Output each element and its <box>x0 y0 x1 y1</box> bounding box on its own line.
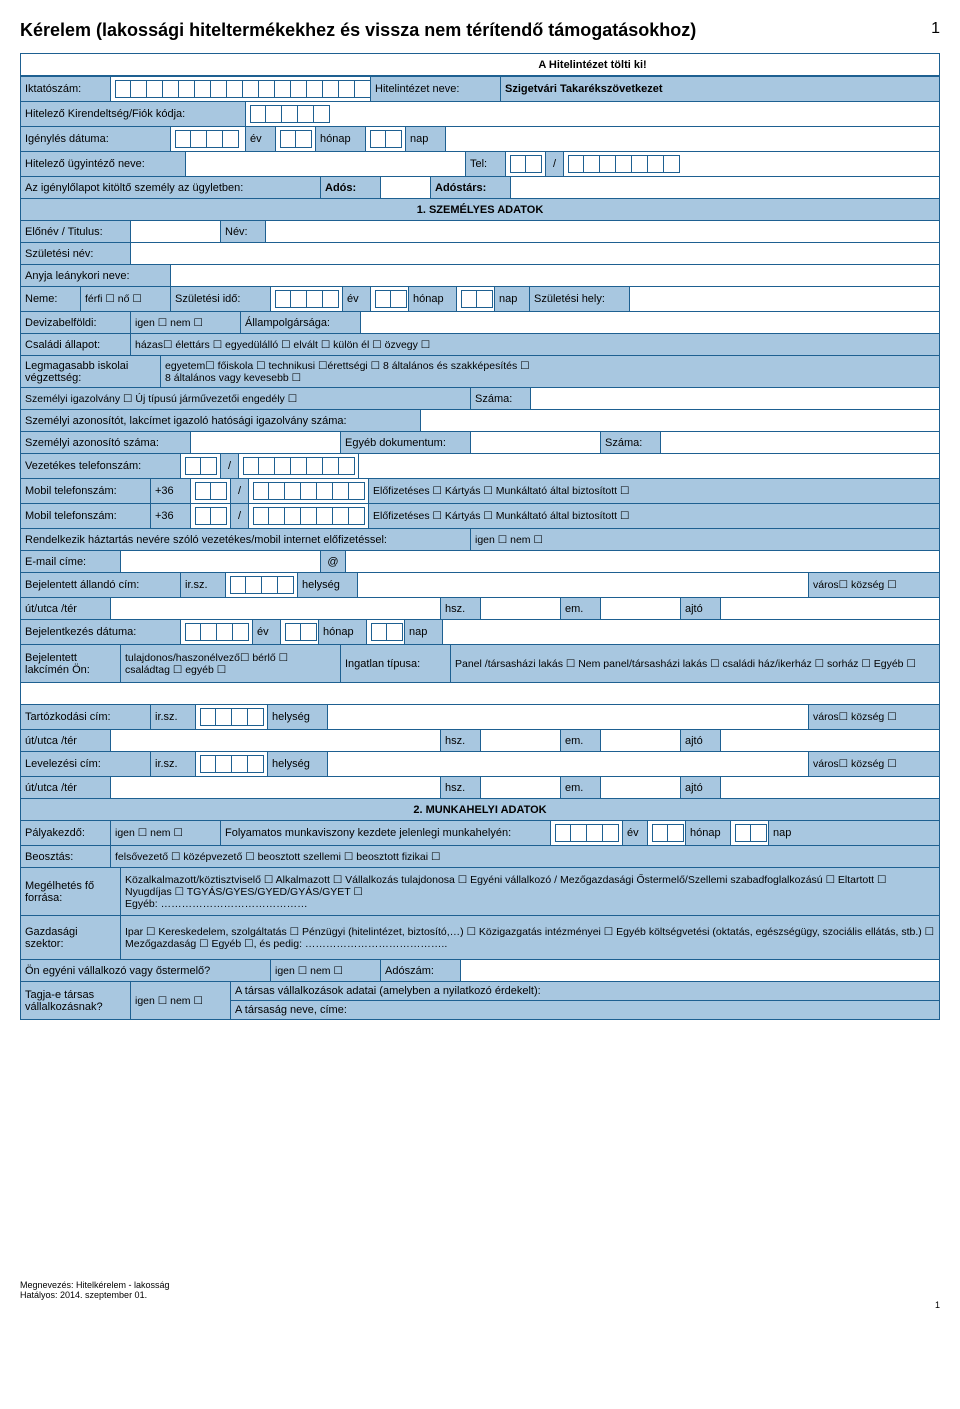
opt-gazdasagi[interactable]: Ipar ☐ Kereskedelem, szolgáltatás ☐ Pénz… <box>121 916 939 959</box>
input-elonev[interactable] <box>131 221 221 242</box>
lbl-tel: Tel: <box>466 152 506 176</box>
lbl-bejlakcim: Bejelentett lakcímén Ön: <box>21 645 121 682</box>
opt-mobil2[interactable]: Előfizetéses ☐ Kártyás ☐ Munkáltató álta… <box>369 504 939 528</box>
section-2-head: 2. MUNKAHELYI ADATOK <box>21 799 939 820</box>
lbl-azszam: Személyi azonosító száma: <box>21 432 191 453</box>
chk-adostars[interactable] <box>511 177 939 198</box>
lbl-adoszam: Adószám: <box>381 960 461 981</box>
val-hitelintezet: Szigetvári Takarékszövetkezet <box>501 77 939 101</box>
lbl-anyja: Anyja leánykori neve: <box>21 265 171 286</box>
lbl-email: E-mail címe: <box>21 551 121 572</box>
lbl-szama2: Száma: <box>601 432 661 453</box>
input-kirendeltseg[interactable] <box>246 102 939 126</box>
lbl-tarsas-adatok: A társas vállalkozások adatai (amelyben … <box>231 982 939 1001</box>
lbl-gazdasagi: Gazdasági szektor: <box>21 916 121 959</box>
lbl-szulnev: Születési név: <box>21 243 131 264</box>
page-no-top: 1 <box>931 20 940 41</box>
lbl-vezetekes: Vezetékes telefonszám: <box>21 454 181 478</box>
lbl-tartozkodasi: Tartózkodási cím: <box>21 705 151 729</box>
input-ugyintezo[interactable] <box>186 152 466 176</box>
footer-megnevezes: Megnevezés: Hitelkérelem - lakosság <box>20 1280 940 1290</box>
form-table: A Hitelintézet tölti ki! Iktatószám: Hit… <box>20 53 940 1020</box>
lbl-deviza: Devizabelföldi: <box>21 312 131 333</box>
lbl-iktatoszam: Iktatószám: <box>21 77 111 101</box>
input-szulnev[interactable] <box>131 243 939 264</box>
lbl-csalad: Családi állapot: <box>21 334 131 355</box>
lbl-egyeni: Ön egyéni vállalkozó vagy őstermelő? <box>21 960 271 981</box>
lbl-tagja: Tagja-e társas vállalkozásnak? <box>21 982 131 1019</box>
footer-pageno: 1 <box>935 1300 940 1310</box>
chk-ados[interactable] <box>381 177 431 198</box>
lbl-azonosito-ig: Személyi azonosítót, lakcímet igazoló ha… <box>21 410 421 431</box>
input-szama2[interactable] <box>661 432 939 453</box>
lbl-ugyintezo: Hitelező ügyintéző neve: <box>21 152 186 176</box>
lbl-internet: Rendelkezik háztartás nevére szóló vezet… <box>21 529 471 550</box>
lbl-megelhetes: Megélhetés fő forrása: <box>21 868 121 915</box>
input-honap[interactable] <box>276 127 316 151</box>
lbl-adostars: Adóstárs: <box>431 177 511 198</box>
input-allampolg[interactable] <box>361 312 939 333</box>
opt-igazolvany[interactable]: Személyi igazolvány ☐ Új típusú járművez… <box>21 388 471 409</box>
doc-title: Kérelem (lakossági hiteltermékekhez és v… <box>20 20 696 41</box>
opt-megelhetes[interactable]: Közalkalmazott/köztisztviselő ☐ Alkalmaz… <box>121 868 939 915</box>
input-nev[interactable] <box>266 221 939 242</box>
at-sign: @ <box>321 551 346 572</box>
lbl-hitelintezet: Hitelintézet neve: <box>371 77 501 101</box>
opt-neme[interactable]: férfi ☐ nő ☐ <box>81 287 171 311</box>
opt-bejlakcim[interactable]: tulajdonos/haszonélvező☐ bérlő ☐ családt… <box>121 645 341 682</box>
input-adoszam[interactable] <box>461 960 939 981</box>
lbl-elonev: Előnév / Titulus: <box>21 221 131 242</box>
input-ev[interactable] <box>171 127 246 151</box>
opt-internet[interactable]: igen ☐ nem ☐ <box>471 529 939 550</box>
opt-csalad[interactable]: házas☐ élettárs ☐ egyedülálló ☐ elvált ☐… <box>131 334 939 355</box>
input-email-user[interactable] <box>121 551 321 572</box>
input-anyja[interactable] <box>171 265 939 286</box>
input-email-domain[interactable] <box>346 551 939 572</box>
input-azszam[interactable] <box>191 432 341 453</box>
section-1-head: 1. SZEMÉLYES ADATOK <box>21 199 939 220</box>
lbl-palyakezdo: Pályakezdő: <box>21 821 111 845</box>
opt-mobil1[interactable]: Előfizetéses ☐ Kártyás ☐ Munkáltató álta… <box>369 479 939 503</box>
lbl-honap: hónap <box>316 127 366 151</box>
lbl-allampolg: Állampolgársága: <box>241 312 361 333</box>
lbl-ados: Adós: <box>321 177 381 198</box>
lbl-bejelentett: Bejelentett állandó cím: <box>21 573 181 597</box>
lbl-levelezesi: Levelezési cím: <box>21 752 151 776</box>
input-szulhely[interactable] <box>630 287 939 311</box>
input-azonosito-ig[interactable] <box>421 410 939 431</box>
lbl-tarsasag: A társaság neve, címe: <box>231 1001 939 1019</box>
lbl-szulhely: Születési hely: <box>530 287 630 311</box>
lbl-ututca1: út/utca /tér <box>21 598 111 619</box>
lbl-beosztas: Beosztás: <box>21 846 111 867</box>
lbl-szama1: Száma: <box>471 388 531 409</box>
header-notice: A Hitelintézet tölti ki! <box>538 59 646 71</box>
lbl-egyebdok: Egyéb dokumentum: <box>341 432 471 453</box>
input-nap[interactable] <box>366 127 406 151</box>
lbl-bejdatum: Bejelentkezés dátuma: <box>21 620 181 644</box>
input-egyebdok[interactable] <box>471 432 601 453</box>
input-szama1[interactable] <box>531 388 939 409</box>
lbl-igenyles: Igénylés dátuma: <box>21 127 171 151</box>
opt-deviza[interactable]: igen ☐ nem ☐ <box>131 312 241 333</box>
footer: Megnevezés: Hitelkérelem - lakosság Hatá… <box>20 1280 940 1300</box>
opt-vegzettseg[interactable]: egyetem☐ főiskola ☐ technikusi ☐érettség… <box>161 356 939 387</box>
lbl-szulido: Születési idő: <box>171 287 271 311</box>
lbl-kirendeltseg: Hitelező Kirendeltség/Fiók kódja: <box>21 102 246 126</box>
lbl-ingatlan: Ingatlan típusa: <box>341 645 451 682</box>
opt-beosztas[interactable]: felsővezető ☐ középvezető ☐ beosztott sz… <box>111 846 939 867</box>
lbl-kitolto: Az igénylőlapot kitöltő személy az ügyle… <box>21 177 321 198</box>
lbl-mobil2: Mobil telefonszám: <box>21 504 151 528</box>
lbl-neme: Neme: <box>21 287 81 311</box>
footer-hatalyos: Hatályos: 2014. szeptember 01. <box>20 1290 940 1300</box>
lbl-ev: év <box>246 127 276 151</box>
lbl-nev: Név: <box>221 221 266 242</box>
lbl-nap: nap <box>406 127 446 151</box>
lbl-vegzettseg: Legmagasabb iskolai végzettség: <box>21 356 161 387</box>
opt-ingatlan[interactable]: Panel /társasházi lakás ☐ Nem panel/társ… <box>451 645 939 682</box>
lbl-folyamatos: Folyamatos munkaviszony kezdete jelenleg… <box>221 821 551 845</box>
lbl-mobil1: Mobil telefonszám: <box>21 479 151 503</box>
input-iktatoszam[interactable] <box>111 77 371 101</box>
